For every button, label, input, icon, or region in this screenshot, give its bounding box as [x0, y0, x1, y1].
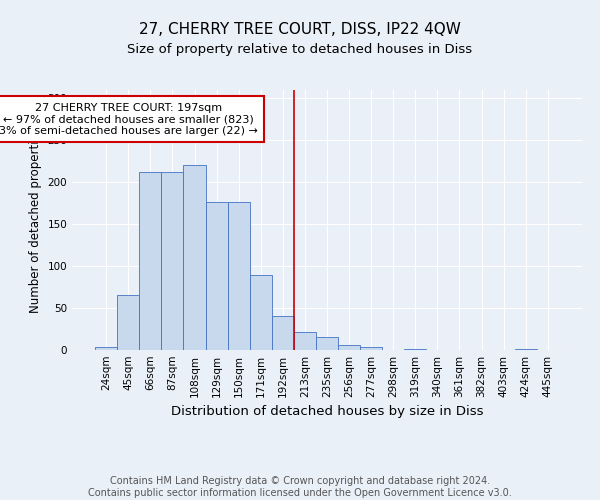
Bar [206, 202, 227, 350]
Bar [515, 349, 537, 350]
Bar [161, 172, 184, 350]
Bar [139, 172, 161, 350]
Bar [250, 274, 272, 350]
Text: Size of property relative to detached houses in Diss: Size of property relative to detached ho… [127, 42, 473, 56]
Bar [95, 346, 117, 350]
Text: 27 CHERRY TREE COURT: 197sqm
← 97% of detached houses are smaller (823)
3% of se: 27 CHERRY TREE COURT: 197sqm ← 97% of de… [0, 102, 258, 136]
Bar [316, 338, 338, 350]
Text: Contains HM Land Registry data © Crown copyright and database right 2024.
Contai: Contains HM Land Registry data © Crown c… [88, 476, 512, 498]
Bar [227, 202, 250, 350]
Bar [184, 164, 206, 350]
Bar [294, 332, 316, 350]
X-axis label: Distribution of detached houses by size in Diss: Distribution of detached houses by size … [171, 406, 483, 418]
Bar [360, 346, 382, 350]
Text: 27, CHERRY TREE COURT, DISS, IP22 4QW: 27, CHERRY TREE COURT, DISS, IP22 4QW [139, 22, 461, 38]
Bar [338, 345, 360, 350]
Y-axis label: Number of detached properties: Number of detached properties [29, 127, 42, 313]
Bar [117, 296, 139, 350]
Bar [272, 316, 294, 350]
Bar [404, 349, 427, 350]
